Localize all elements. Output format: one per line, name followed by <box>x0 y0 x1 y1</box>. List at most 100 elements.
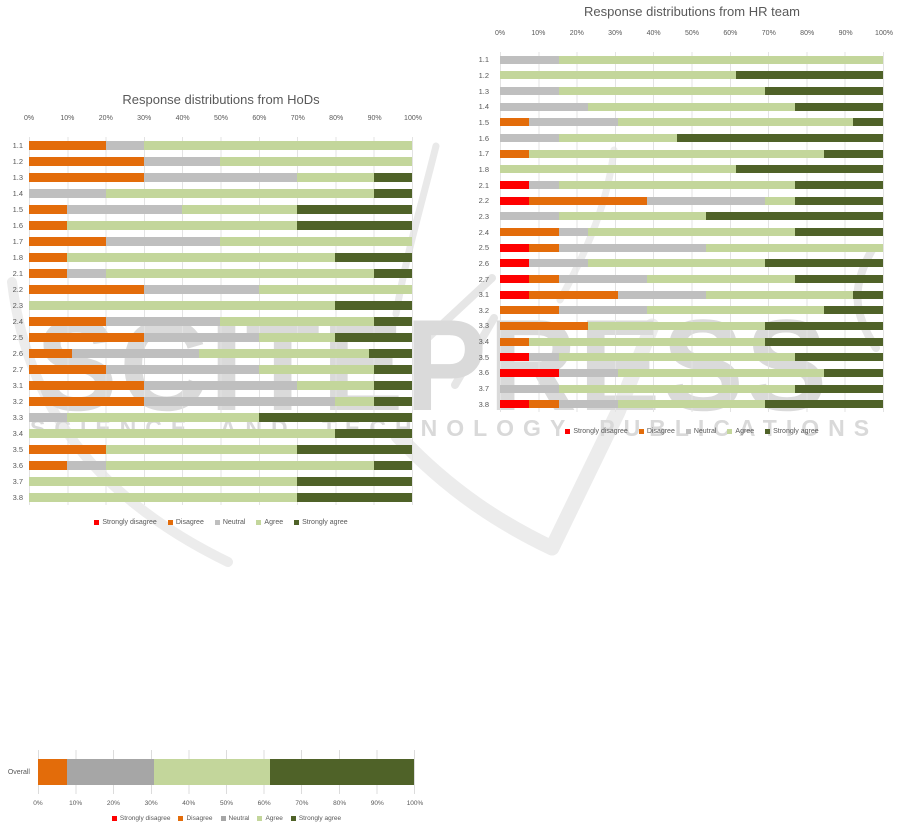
bar-row <box>29 441 412 457</box>
axis-tick-label: 20% <box>98 115 113 122</box>
legend-swatch-agree <box>256 520 262 525</box>
bar-segment-agree <box>258 364 374 374</box>
category-label: 1.6 <box>12 220 23 230</box>
bar-segment-disagree <box>29 380 144 390</box>
plot-area <box>38 750 415 794</box>
bar-segment-strongly_agree <box>794 384 883 393</box>
category-label: 3.6 <box>12 460 23 470</box>
stacked-bar <box>38 759 414 785</box>
bar-segment-neutral <box>71 348 200 358</box>
stacked-bar <box>500 212 883 221</box>
category-axis: 1.1 1.2 1.3 1.4 1.5 1.6 1.7 1.8 2.1 2.2 2.3 2.4 2.5 2… <box>0 137 23 505</box>
category-label: Overall <box>7 768 30 776</box>
bar-segment-disagree <box>29 236 106 246</box>
category-label: 1.3 <box>12 172 23 182</box>
axis-tick-label: 100% <box>404 115 422 122</box>
legend-item: Strongly agree <box>294 519 348 526</box>
legend-label: Neutral <box>693 428 717 435</box>
bar-segment-disagree <box>29 348 72 358</box>
bar-segment-strongly_disagree <box>500 181 530 190</box>
bar-segment-agree <box>500 71 736 80</box>
bar-segment-strongly_agree <box>824 149 883 158</box>
bar-segment-strongly_agree <box>794 353 883 362</box>
bar-row <box>500 334 883 350</box>
category-label: 3.3 <box>478 321 489 331</box>
bar-segment-neutral <box>105 364 259 374</box>
bar-segment-strongly_agree <box>297 444 412 454</box>
bar-segment-agree <box>67 412 259 422</box>
bar-segment-strongly_disagree <box>500 290 530 299</box>
category-label: 2.3 <box>478 211 489 221</box>
legend-swatch-agree <box>257 816 263 821</box>
bar-row <box>500 177 883 193</box>
bar-segment-agree <box>153 759 270 785</box>
bar-segment-strongly_agree <box>373 396 412 406</box>
legend-item: Disagree <box>167 519 204 526</box>
bar-segment-strongly_disagree <box>500 259 530 268</box>
legend-item: Agree <box>257 815 283 822</box>
bar-segment-strongly_agree <box>794 196 883 205</box>
bar-segment-agree <box>105 268 374 278</box>
bar-segment-strongly_agree <box>735 165 883 174</box>
legend-swatch-strongly_disagree <box>111 816 117 821</box>
bar-segment-neutral <box>143 396 336 406</box>
axis-tick-label: 70% <box>761 30 776 37</box>
axis-tick-label: 30% <box>144 800 158 807</box>
bar-segment-neutral <box>500 384 559 393</box>
bar-segment-strongly_agree <box>853 290 883 299</box>
legend-label: Disagree <box>646 428 675 435</box>
category-label: 1.7 <box>12 236 23 246</box>
category-label: 1.4 <box>12 188 23 198</box>
stacked-bar <box>29 460 412 470</box>
axis-tick-label: 20% <box>106 800 120 807</box>
stacked-bar <box>500 71 883 80</box>
bar-row <box>29 153 412 169</box>
stacked-bar <box>500 400 883 409</box>
bar-segment-agree <box>558 384 795 393</box>
bar-row <box>500 318 883 334</box>
bar-segment-agree <box>706 290 854 299</box>
axis-tick-label: 100% <box>875 30 893 37</box>
bar-row <box>29 457 412 473</box>
bar-row <box>29 137 412 153</box>
bar-segment-agree <box>558 181 795 190</box>
legend-item: Disagree <box>178 815 213 822</box>
bar-segment-neutral <box>105 140 144 150</box>
x-axis: 0% 10% 20% 30% 40% 50% 60% 70% 80% 90% 100% <box>24 115 422 125</box>
bar-segment-neutral <box>66 759 154 785</box>
axis-tick-label: 90% <box>367 115 382 122</box>
bar-segment-strongly_agree <box>706 212 883 221</box>
axis-tick-label: 50% <box>219 800 234 807</box>
bar-segment-agree <box>558 353 795 362</box>
bar-segment-disagree <box>500 321 589 330</box>
legend-item: Strongly agree <box>765 428 819 435</box>
bar-segment-agree <box>617 118 854 127</box>
bar-segment-strongly_disagree <box>500 196 530 205</box>
bar-segment-disagree <box>500 306 559 315</box>
legend-item: Agree <box>256 519 283 526</box>
bar-row <box>29 169 412 185</box>
stacked-bar <box>500 102 883 111</box>
bar-segment-agree <box>617 400 765 409</box>
bar-segment-strongly_agree <box>297 476 412 486</box>
axis-tick-label: 60% <box>257 800 271 807</box>
bar-segment-strongly_agree <box>794 102 883 111</box>
bar-segment-disagree <box>29 204 68 214</box>
category-label: 3.5 <box>12 444 23 454</box>
bar-segment-agree <box>143 140 412 150</box>
axis-tick-label: 40% <box>646 30 661 37</box>
bar-segment-strongly_agree <box>369 348 412 358</box>
stacked-bar <box>29 140 412 150</box>
bar-segment-disagree <box>29 252 68 262</box>
stacked-bar <box>29 252 412 262</box>
stacked-bar <box>29 412 412 422</box>
legend-label: Strongly disagree <box>102 519 157 526</box>
bar-segment-agree <box>258 284 412 294</box>
bar-row <box>29 249 412 265</box>
bar-segment-agree <box>617 368 824 377</box>
axis-tick-label: 10% <box>60 115 75 122</box>
bar-segment-neutral <box>29 412 68 422</box>
axis-tick-label: 80% <box>800 30 815 37</box>
bar-row <box>500 349 883 365</box>
axis-tick-label: 40% <box>175 115 190 122</box>
